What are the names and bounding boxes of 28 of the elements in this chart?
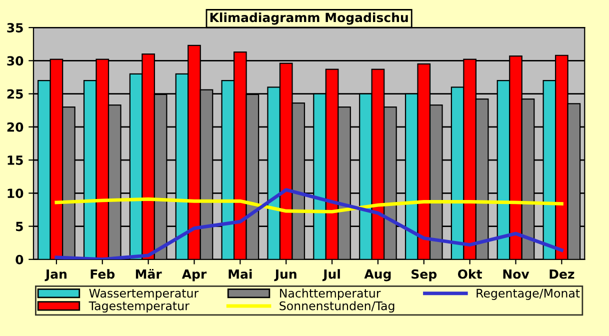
x-tick-label: Jul [322,269,340,282]
x-tick-label: Nov [503,270,530,279]
x-tick-label: Jan [44,270,66,282]
y-tick-label: 30 [7,56,24,66]
y-tick-label: 15 [8,156,23,165]
x-tick-label: Okt [458,269,482,279]
line-series [54,197,564,214]
x-tick-label: Mär [136,268,162,279]
x-tick-label: Apr [182,270,207,282]
x-tick-label: Jun [274,270,296,282]
x-tick-label: Aug [364,269,391,282]
x-tick-label: Dez [550,270,574,279]
line-series [54,188,564,260]
y-tick-label: 0 [16,254,24,264]
x-tick-label: Mai [228,269,252,279]
legend-label: Sonnenstunden/Tag [280,301,394,313]
chart-title: Klimadiagramm Mogadischu [210,12,408,25]
y-tick-label: 35 [7,23,23,32]
x-tick-label: Feb [90,269,115,279]
legend-label: Tagestemperatur [88,301,190,313]
x-tick-label: Sep [412,269,437,282]
y-tick-label: 20 [7,122,24,132]
y-tick-label: 25 [7,89,23,99]
y-tick-label: 5 [16,222,23,232]
legend-label: Nachttemperatur [280,288,381,300]
y-tick-label: 10 [8,188,24,198]
legend-label: Wassertemperatur [89,288,199,300]
legend-label: Regentage/Monat [476,288,580,300]
